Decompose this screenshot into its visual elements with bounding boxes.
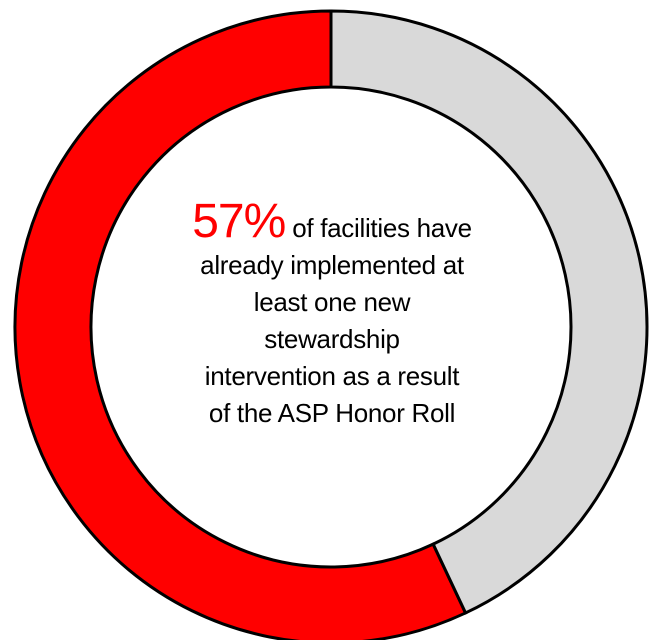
callout-line-3: least one new [253,287,411,317]
callout-line-6: of the ASP Honor Roll [208,398,456,428]
callout-line-4: stewardship [264,324,400,354]
callout-line-1-rest: of facilities have [292,213,472,243]
callout-line-2: already implemented at [200,250,464,280]
center-callout: 57% of facilities have already implement… [172,198,492,432]
donut-segment-remainder [329,9,649,615]
callout-line-1: 57% of facilities have [172,198,492,247]
callout-line-5: intervention as a result [204,361,460,391]
callout-percent: 57% [192,195,286,248]
donut-segment-highlight [13,9,468,640]
